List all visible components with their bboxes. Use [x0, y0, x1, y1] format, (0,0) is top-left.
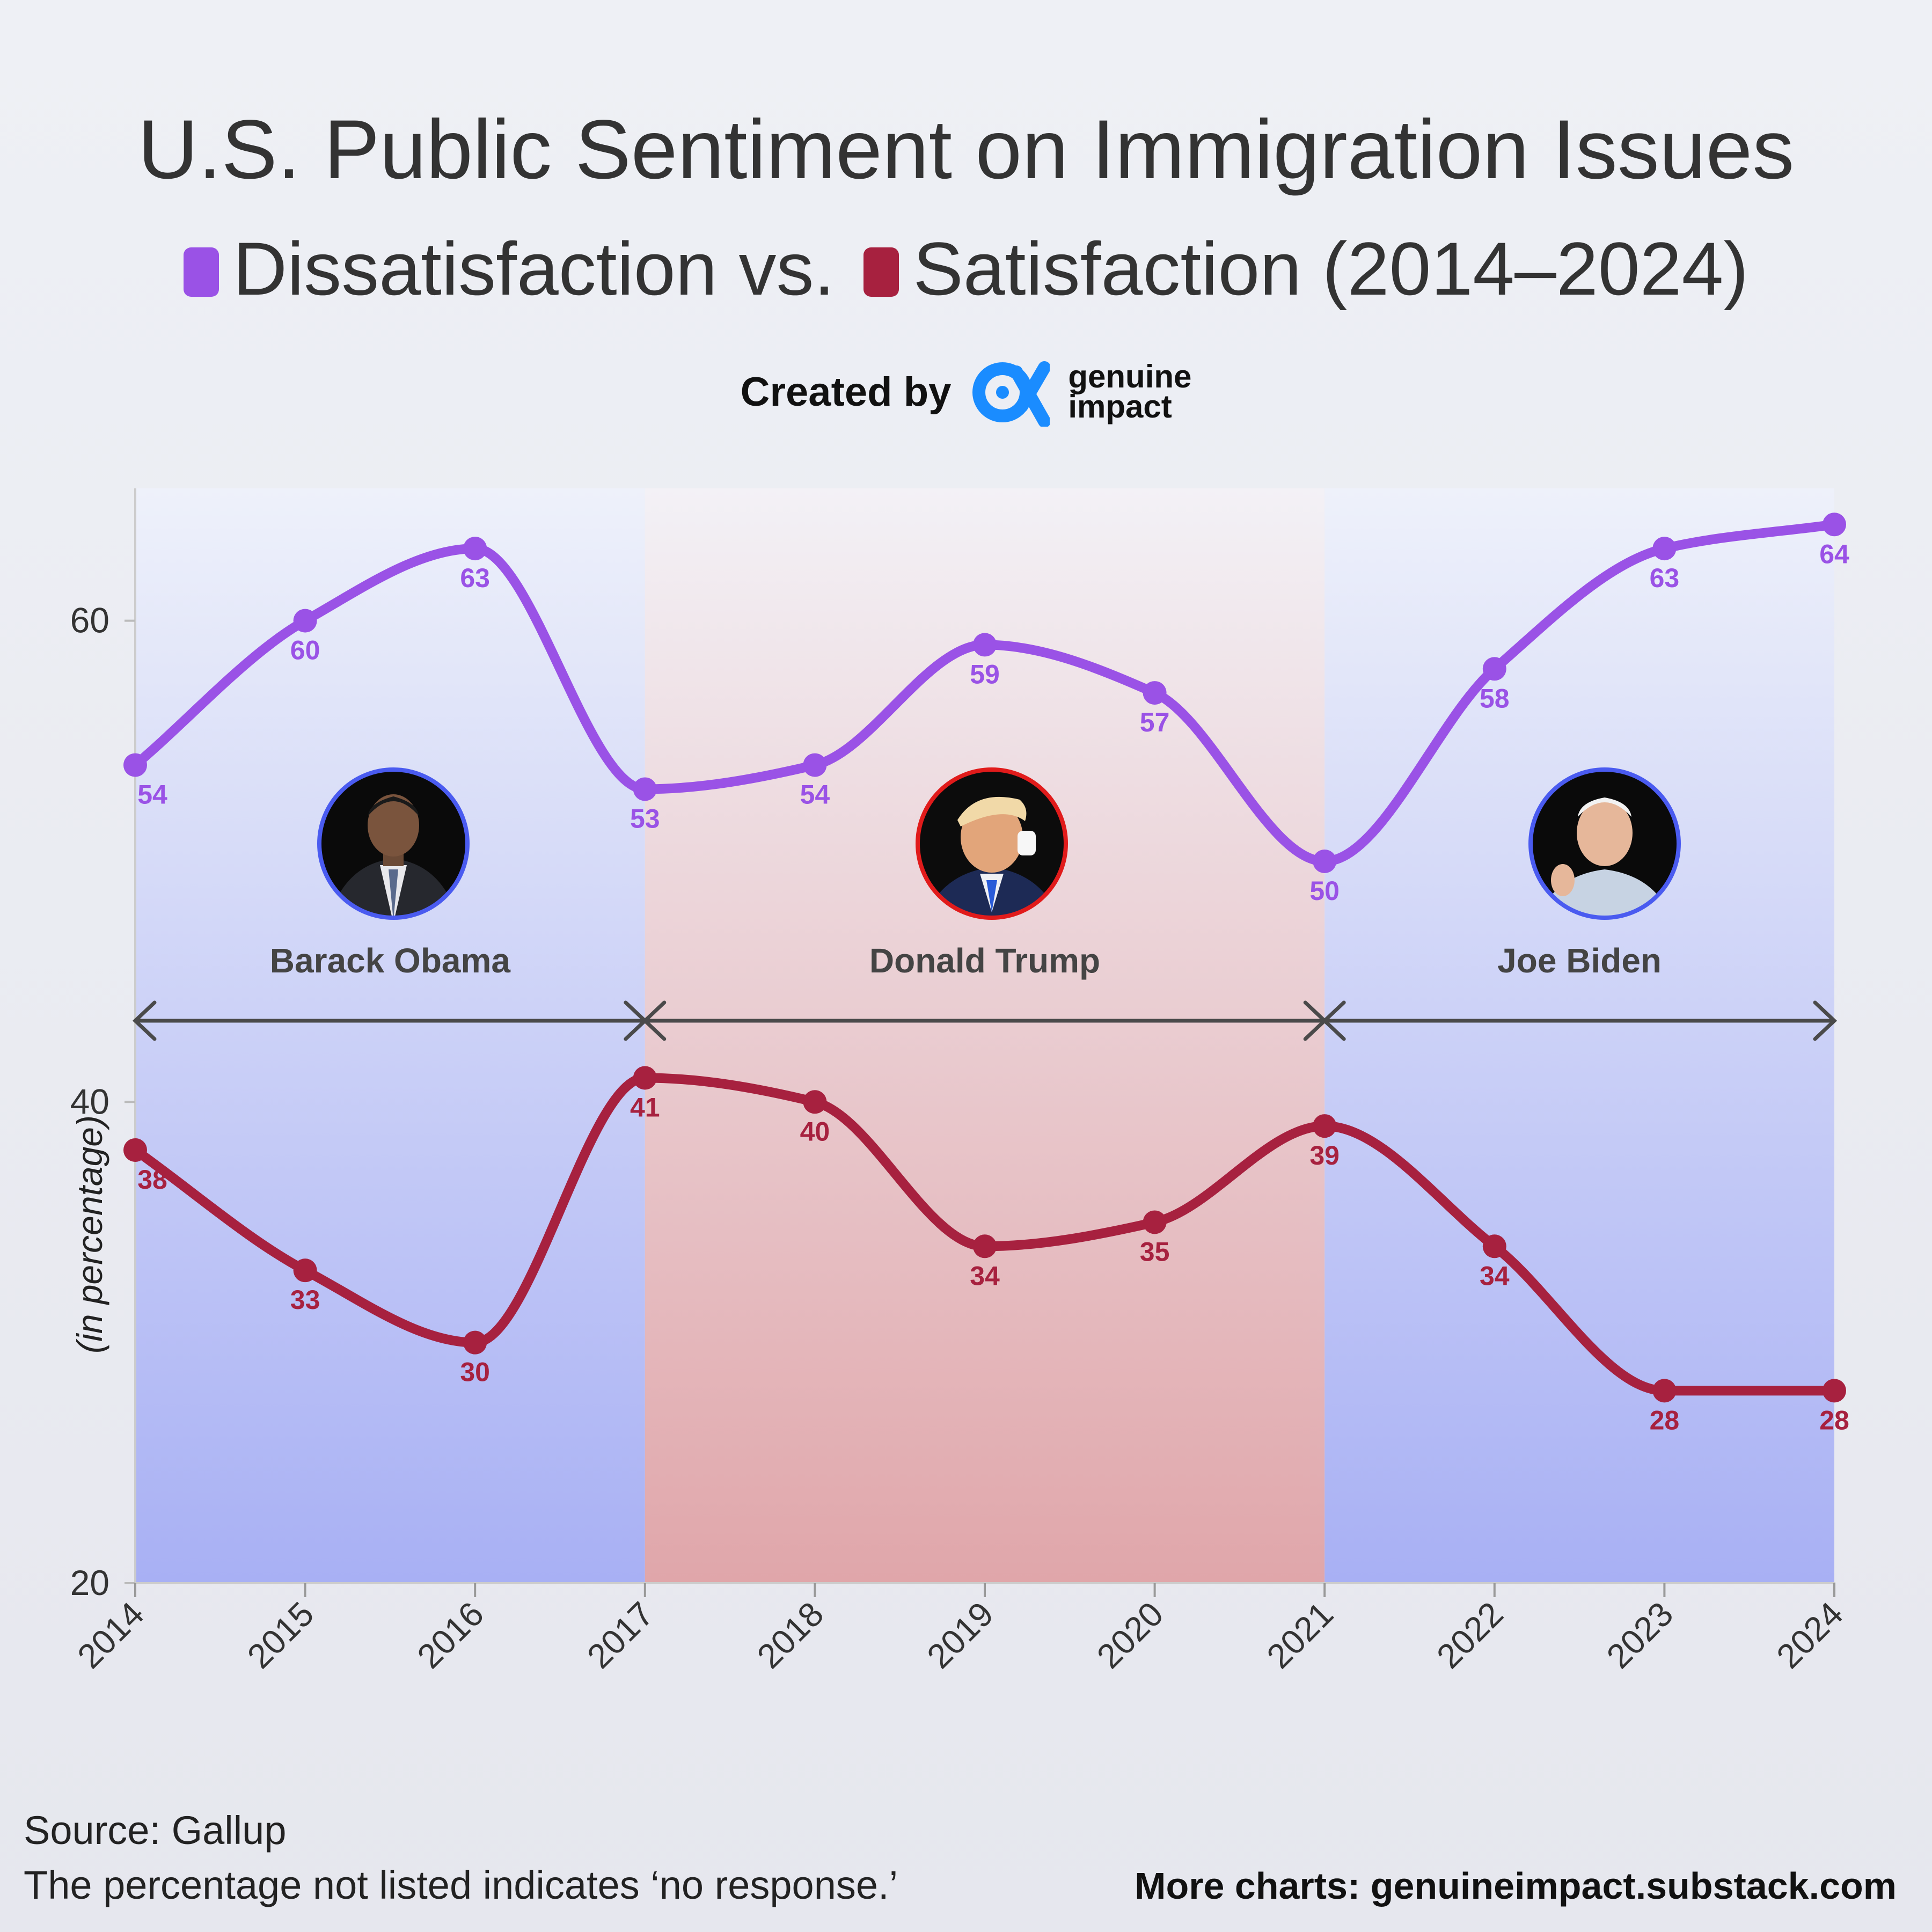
satisfaction-point-2014: [123, 1138, 147, 1162]
legend-satisfaction: Satisfaction (2014–2024): [913, 226, 1749, 311]
satisfaction-label-2022: 34: [1480, 1261, 1510, 1291]
dissatisfaction-label-2023: 63: [1650, 563, 1680, 593]
satisfaction-point-2016: [463, 1330, 487, 1355]
satisfaction-point-2018: [803, 1090, 827, 1114]
x-tick-label: 2016: [410, 1594, 492, 1676]
dissatisfaction-point-2018: [803, 753, 827, 777]
dissatisfaction-label-2022: 58: [1480, 683, 1510, 713]
dissatisfaction-point-2016: [463, 537, 487, 561]
dissatisfaction-point-2024: [1823, 513, 1846, 537]
satisfaction-point-2015: [293, 1258, 317, 1283]
satisfaction-point-2022: [1482, 1234, 1506, 1258]
dissatisfaction-label-2019: 59: [970, 659, 1000, 689]
x-tick-label: 2022: [1429, 1594, 1511, 1676]
band-joe-biden: [1324, 488, 1834, 1583]
satisfaction-label-2015: 33: [290, 1285, 320, 1315]
legend-dissatisfaction: Dissatisfaction: [232, 226, 718, 311]
satisfaction-label-2014: 38: [137, 1165, 167, 1195]
dissatisfaction-label-2014: 54: [137, 780, 167, 810]
dissatisfaction-point-2014: [123, 753, 147, 777]
satisfaction-point-2021: [1313, 1114, 1337, 1138]
satisfaction-label-2021: 39: [1309, 1140, 1340, 1170]
chart-subtitle: Dissatisfaction vs. Satisfaction (2014–202…: [0, 225, 1932, 312]
y-tick-label: 60: [70, 601, 109, 640]
more-charts-link[interactable]: More charts: genuineimpact.substack.com: [1135, 1865, 1897, 1907]
dissatisfaction-label-2018: 54: [800, 780, 830, 810]
satisfaction-label-2017: 41: [630, 1092, 660, 1122]
dissatisfaction-point-2021: [1313, 849, 1337, 873]
x-tick-label: 2023: [1599, 1594, 1681, 1676]
x-tick-label: 2018: [750, 1594, 831, 1676]
satisfaction-point-2017: [633, 1066, 657, 1090]
x-tick-label: 2015: [240, 1594, 321, 1676]
x-tick-label: 2017: [580, 1594, 661, 1676]
presidency-bands: [135, 488, 1834, 1583]
x-tick-label: 2019: [919, 1594, 1001, 1676]
dissatisfaction-point-2019: [973, 633, 997, 657]
dissatisfaction-label-2016: 63: [460, 563, 490, 593]
dissatisfaction-label-2020: 57: [1140, 707, 1170, 737]
chart-title: U.S. Public Sentiment on Immigration Iss…: [137, 103, 1795, 196]
satisfaction-legend-swatch: [863, 247, 899, 297]
brand-line-1: genuine: [1068, 358, 1192, 394]
brand-line-2: impact: [1068, 389, 1172, 425]
no-response-note: The percentage not listed indicates ‘no …: [24, 1863, 898, 1907]
band-donald-trump: [645, 488, 1325, 1583]
credit-row: Created by genuine impact: [0, 354, 1932, 429]
president-name-donald-trump: Donald Trump: [869, 941, 1100, 980]
x-tick-label: 2024: [1769, 1594, 1850, 1676]
data-labels: 54 60 63 53 54 59 57 50 58 63 64 38 33 30 41 40 34 35 39 34…: [137, 539, 1849, 1435]
term-arrows: [132, 1000, 1838, 1041]
presidency-labels: Barack Obama Donald Trump Joe Biden: [270, 941, 1662, 980]
satisfaction-label-2020: 35: [1140, 1236, 1170, 1267]
term-arrow-joe-biden: [1322, 1000, 1838, 1041]
dissatisfaction-point-2022: [1482, 657, 1506, 681]
dissatisfaction-label-2021: 50: [1309, 876, 1340, 906]
satisfaction-point-2020: [1143, 1210, 1167, 1234]
dissatisfaction-point-2015: [293, 609, 317, 633]
satisfaction-point-2024: [1823, 1379, 1846, 1403]
credit-label: Created by: [740, 369, 952, 415]
legend-vs: vs.: [738, 226, 835, 311]
brand-name: genuine impact: [1068, 358, 1192, 425]
satisfaction-label-2018: 40: [800, 1116, 830, 1146]
dissatisfaction-point-2017: [633, 777, 657, 801]
dissatisfaction-legend-swatch: [183, 247, 219, 297]
obama-portrait-icon: [317, 767, 470, 920]
x-tick-label: 2021: [1260, 1594, 1341, 1676]
x-tick-label: 2014: [70, 1594, 151, 1676]
source-note: Source: Gallup: [24, 1808, 287, 1853]
dissatisfaction-label-2017: 53: [630, 803, 660, 833]
dissatisfaction-point-2020: [1143, 681, 1167, 705]
dissatisfaction-point-2023: [1652, 537, 1677, 561]
y-tick-label: 40: [70, 1081, 109, 1121]
trump-portrait-icon: [916, 767, 1068, 920]
x-tick-label: 2020: [1089, 1594, 1171, 1676]
data-points: [123, 513, 1846, 1403]
dissatisfaction-label-2024: 64: [1819, 539, 1849, 569]
y-tick-label: 20: [70, 1563, 109, 1602]
satisfaction-label-2024: 28: [1819, 1405, 1849, 1435]
dissatisfaction-label-2015: 60: [290, 635, 320, 665]
satisfaction-label-2023: 28: [1650, 1405, 1680, 1435]
satisfaction-point-2023: [1652, 1379, 1677, 1403]
president-name-barack-obama: Barack Obama: [270, 941, 511, 980]
y-axis-label: (in percentage): [70, 1115, 109, 1353]
band-barack-obama: [135, 488, 645, 1583]
satisfaction-line: [130, 1073, 1839, 1396]
satisfaction-label-2019: 34: [970, 1261, 1000, 1291]
president-name-joe-biden: Joe Biden: [1497, 941, 1662, 980]
genuine-impact-logo-icon: [972, 361, 1050, 427]
biden-portrait-icon: [1528, 767, 1681, 920]
satisfaction-point-2019: [973, 1234, 997, 1258]
satisfaction-label-2016: 30: [460, 1357, 490, 1387]
